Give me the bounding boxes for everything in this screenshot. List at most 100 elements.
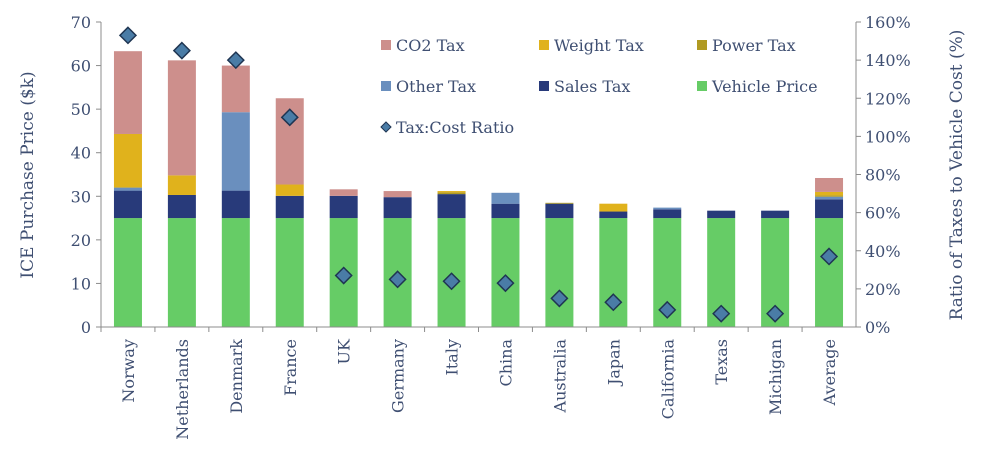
category-label-china: China bbox=[496, 339, 515, 387]
category-label-uk: UK bbox=[335, 338, 354, 364]
category-label-germany: Germany bbox=[389, 339, 408, 413]
bar-uk-sales-tax bbox=[329, 195, 358, 219]
y2-tick-label: 60% bbox=[865, 204, 901, 223]
bar-netherlands-sales-tax bbox=[167, 194, 196, 219]
category-label-japan: Japan bbox=[604, 339, 623, 387]
bar-norway-co2-tax bbox=[113, 51, 142, 134]
category-label-australia: Australia bbox=[550, 339, 569, 414]
ratio-marker-germany bbox=[388, 270, 407, 289]
bar-norway-weight-tax bbox=[113, 133, 142, 188]
bar-denmark-sales-tax bbox=[221, 190, 250, 219]
ratio-marker-denmark bbox=[226, 51, 245, 70]
bar-netherlands-co2-tax bbox=[167, 60, 196, 176]
category-label-california: California bbox=[658, 339, 677, 420]
legend: CO2 Tax Weight Tax Power Tax Other Tax Sales… bbox=[380, 36, 818, 137]
legend-label-vehicle-price: Vehicle Price bbox=[711, 77, 818, 96]
category-label-italy: Italy bbox=[443, 339, 462, 375]
bar-japan-weight-tax bbox=[599, 203, 628, 212]
y2-tick-label: 40% bbox=[865, 242, 901, 261]
legend-label-tax-cost-ratio: Tax:Cost Ratio bbox=[396, 118, 514, 137]
bar-netherlands-weight-tax bbox=[167, 175, 196, 195]
y2-tick-label: 20% bbox=[865, 280, 901, 299]
bar-france-weight-tax bbox=[275, 184, 304, 196]
y2-axis-title: Ratio of Taxes to Vehicle Cost (%) bbox=[947, 30, 967, 321]
legend-swatch-other-tax bbox=[381, 81, 391, 91]
legend-swatch-power-tax bbox=[697, 40, 707, 50]
y2-tick-label: 100% bbox=[865, 127, 911, 146]
y-tick-label: 60 bbox=[71, 57, 91, 76]
legend-label-sales-tax: Sales Tax bbox=[554, 77, 630, 96]
bar-china-vehicle-price bbox=[491, 218, 520, 327]
bar-norway-sales-tax bbox=[113, 190, 142, 219]
ratio-marker-italy bbox=[442, 272, 461, 291]
legend-label-power-tax: Power Tax bbox=[712, 36, 796, 55]
category-label-average: Average bbox=[820, 339, 839, 406]
bar-italy-weight-tax bbox=[437, 191, 466, 193]
bar-norway-other-tax bbox=[113, 187, 142, 191]
bar-norway-vehicle-price bbox=[113, 218, 142, 327]
y-tick-label: 50 bbox=[71, 100, 91, 119]
ratio-marker-michigan bbox=[766, 304, 785, 323]
category-label-michigan: Michigan bbox=[766, 339, 785, 415]
bar-china-sales-tax bbox=[491, 203, 520, 219]
y-axis-title: ICE Purchase Price ($k) bbox=[18, 71, 38, 278]
y-tick-label: 0 bbox=[81, 318, 91, 337]
bar-australia-power-tax bbox=[545, 202, 574, 204]
bar-france-vehicle-price bbox=[275, 218, 304, 327]
bar-denmark-co2-tax bbox=[221, 65, 250, 113]
y2-tick-label: 160% bbox=[865, 13, 911, 32]
y-tick-label: 70 bbox=[71, 13, 91, 32]
ratio-marker-australia bbox=[550, 289, 569, 308]
legend-swatch-sales-tax bbox=[539, 81, 549, 91]
bar-uk-co2-tax bbox=[329, 189, 358, 196]
ratio-markers-layer bbox=[118, 26, 839, 323]
bar-italy-sales-tax bbox=[437, 194, 466, 219]
bar-average-vehicle-price bbox=[815, 218, 844, 327]
legend-swatch-co2-tax bbox=[381, 40, 391, 50]
bar-average-sales-tax bbox=[815, 199, 844, 219]
category-label-netherlands: Netherlands bbox=[173, 339, 192, 440]
ratio-marker-average bbox=[819, 247, 839, 266]
ratio-marker-china bbox=[496, 274, 515, 293]
category-label-denmark: Denmark bbox=[227, 339, 246, 414]
legend-swatch-tax-cost-ratio bbox=[380, 121, 392, 133]
ratio-marker-france bbox=[280, 108, 299, 127]
y2-tick-label: 80% bbox=[865, 166, 901, 185]
bar-germany-co2-tax bbox=[383, 191, 412, 198]
bar-average-other-tax bbox=[815, 196, 844, 200]
legend-swatch-weight-tax bbox=[539, 40, 549, 50]
bar-japan-sales-tax bbox=[599, 211, 628, 219]
ratio-marker-texas bbox=[712, 304, 731, 323]
y-tick-label: 40 bbox=[71, 144, 91, 163]
bar-germany-sales-tax bbox=[383, 197, 412, 219]
y2-tick-label: 140% bbox=[865, 51, 911, 70]
y2-tick-label: 0% bbox=[865, 318, 890, 337]
legend-swatch-vehicle-price bbox=[697, 81, 707, 91]
ratio-marker-japan bbox=[604, 293, 623, 312]
bar-denmark-other-tax bbox=[221, 112, 250, 191]
category-label-france: France bbox=[281, 339, 300, 396]
y-tick-label: 10 bbox=[71, 274, 91, 293]
legend-label-co2-tax: CO2 Tax bbox=[396, 36, 465, 55]
bar-michigan-sales-tax bbox=[761, 210, 790, 219]
bar-average-weight-tax bbox=[815, 191, 844, 196]
bar-texas-sales-tax bbox=[707, 210, 736, 219]
bar-netherlands-vehicle-price bbox=[167, 218, 196, 327]
axes-layer: 0 10 20 30 40 50 60 70 0% 20% 40% 60% 80% 100% 120% 140… bbox=[71, 13, 911, 440]
bar-australia-sales-tax bbox=[545, 203, 574, 219]
bar-italy-power-tax bbox=[437, 192, 466, 195]
bar-denmark-vehicle-price bbox=[221, 218, 250, 327]
bar-china-other-tax bbox=[491, 192, 520, 204]
bar-california-other-tax bbox=[653, 207, 682, 210]
bars-layer bbox=[113, 51, 844, 327]
ratio-marker-california bbox=[658, 300, 677, 319]
bar-average-power-tax bbox=[815, 195, 844, 197]
ratio-marker-netherlands bbox=[172, 41, 191, 60]
bar-average-co2-tax bbox=[815, 177, 844, 192]
y2-tick-label: 120% bbox=[865, 89, 911, 108]
ratio-marker-norway bbox=[118, 26, 138, 45]
bar-australia-vehicle-price bbox=[545, 218, 574, 327]
y-tick-label: 20 bbox=[71, 231, 91, 250]
legend-label-other-tax: Other Tax bbox=[396, 77, 476, 96]
